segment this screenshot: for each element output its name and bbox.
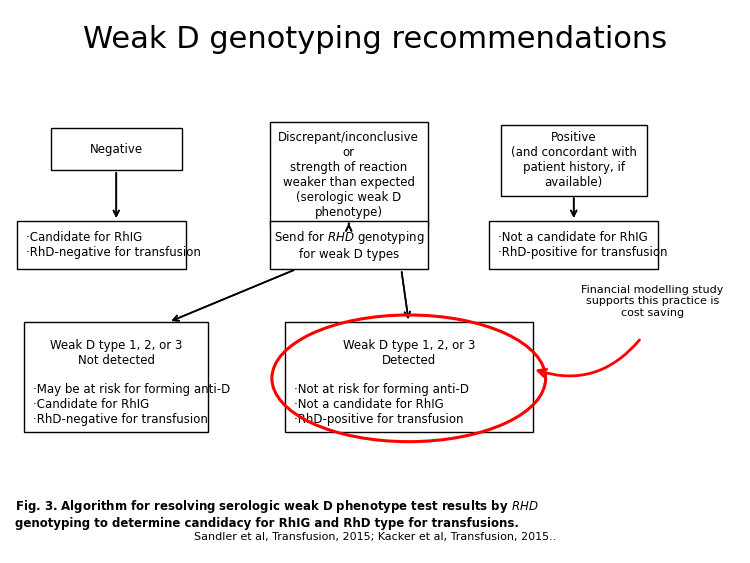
Text: Send for $\it{RHD}$ genotyping
for weak D types: Send for $\it{RHD}$ genotyping for weak … bbox=[274, 229, 424, 261]
Text: Sandler et al, Transfusion, 2015; Kacker et al, Transfusion, 2015..: Sandler et al, Transfusion, 2015; Kacker… bbox=[194, 532, 556, 542]
Text: Negative: Negative bbox=[90, 142, 142, 156]
Bar bbox=[285, 322, 532, 432]
Text: genotyping to determine candidacy for RhIG and RhD type for transfusions.: genotyping to determine candidacy for Rh… bbox=[15, 517, 519, 530]
Text: Weak D type 1, 2, or 3
Not detected: Weak D type 1, 2, or 3 Not detected bbox=[50, 339, 182, 367]
Text: Weak D genotyping recommendations: Weak D genotyping recommendations bbox=[83, 25, 667, 55]
Text: ·Not a candidate for RhIG
·RhD-positive for transfusion: ·Not a candidate for RhIG ·RhD-positive … bbox=[498, 231, 668, 259]
Bar bbox=[51, 128, 182, 170]
Bar bbox=[270, 123, 428, 227]
Bar bbox=[24, 322, 208, 432]
Bar bbox=[17, 221, 185, 269]
Text: Discrepant/inconclusive
or
strength of reaction
weaker than expected
(serologic : Discrepant/inconclusive or strength of r… bbox=[278, 131, 419, 218]
Text: Weak D type 1, 2, or 3
Detected: Weak D type 1, 2, or 3 Detected bbox=[343, 339, 475, 367]
Text: ·May be at risk for forming anti-D
·Candidate for RhIG
·RhD-negative for transfu: ·May be at risk for forming anti-D ·Cand… bbox=[33, 383, 231, 426]
Text: Positive
(and concordant with
patient history, if
available): Positive (and concordant with patient hi… bbox=[511, 131, 637, 190]
Bar bbox=[270, 221, 428, 269]
Bar bbox=[489, 221, 658, 269]
Text: Financial modelling study
supports this practice is
cost saving: Financial modelling study supports this … bbox=[581, 285, 724, 318]
Bar bbox=[501, 126, 646, 196]
Text: Fig. 3. Algorithm for resolving serologic weak D phenotype test results by $\it{: Fig. 3. Algorithm for resolving serologi… bbox=[15, 498, 538, 515]
Text: ·Candidate for RhIG
·RhD-negative for transfusion: ·Candidate for RhIG ·RhD-negative for tr… bbox=[26, 231, 201, 259]
Text: ·Not at risk for forming anti-D
·Not a candidate for RhIG
·RhD-positive for tran: ·Not at risk for forming anti-D ·Not a c… bbox=[294, 383, 469, 426]
